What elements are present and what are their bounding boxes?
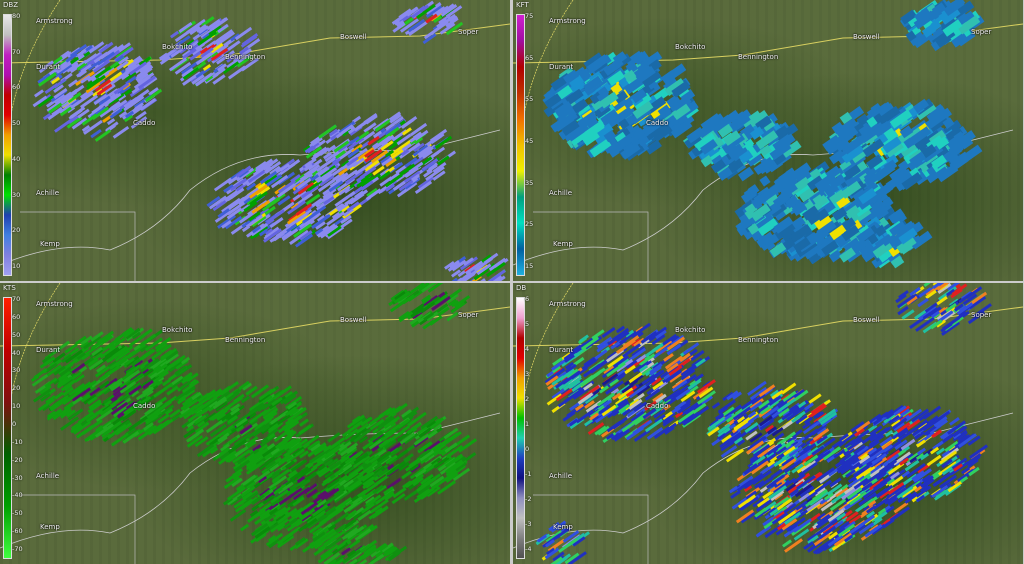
panel-differential-reflectivity[interactable]: Armstrong Durant Bokchito Bennington Caddo Bo…: [513, 283, 1023, 564]
legend-tick: 10: [12, 262, 21, 270]
legend-unit: KFT: [516, 1, 529, 9]
legend-tick: 50: [12, 330, 21, 339]
panel-echo-tops[interactable]: Armstrong Durant Bokchito Bennington Caddo Bo…: [513, 0, 1023, 281]
legend-tick: 60: [12, 312, 21, 321]
town-label: Durant: [36, 346, 61, 354]
legend-tick: 60: [12, 83, 21, 92]
legend-tick: 65: [525, 53, 534, 62]
legend-tick: 45: [525, 137, 534, 145]
panel-reflectivity[interactable]: Armstrong Durant Bokchito Bennington Caddo Bo…: [0, 0, 510, 281]
town-label: Boswell: [853, 33, 880, 41]
town-label: Boswell: [340, 316, 367, 324]
legend-tick: 40: [12, 154, 21, 163]
legend-tick: -20: [12, 455, 23, 464]
town-label: Achille: [36, 189, 60, 197]
color-scale-bar: [3, 297, 12, 559]
town-label: Armstrong: [549, 300, 586, 308]
legend-tick: 40: [12, 348, 21, 357]
town-label: Bokchito: [162, 43, 193, 51]
legend-tick: 0: [12, 420, 17, 428]
town-label: Achille: [549, 472, 573, 480]
legend-tick: 75: [525, 12, 534, 20]
highway-line: [9, 0, 61, 121]
color-scale-bar: [516, 14, 525, 276]
highway-line: [9, 283, 61, 404]
town-label: Bokchito: [675, 43, 706, 51]
legend-tick: -4: [525, 545, 532, 553]
legend-unit: DB: [516, 284, 527, 292]
highway-line: [522, 0, 574, 121]
legend-tick: 20: [12, 226, 21, 235]
town-label: Soper: [971, 28, 992, 36]
legend-tick: -50: [12, 509, 23, 518]
town-label: Boswell: [853, 316, 880, 324]
town-label: Caddo: [646, 119, 669, 127]
legend-tick: 0: [525, 445, 530, 453]
highway-line: [522, 283, 574, 404]
legend-tick: 10: [12, 402, 21, 411]
legend-tick: 1: [525, 420, 530, 428]
legend-tick: 80: [12, 12, 21, 20]
legend-tick: 70: [12, 47, 21, 56]
legend-tick: -10: [12, 437, 23, 446]
town-label: Armstrong: [36, 17, 73, 25]
town-label: Durant: [549, 346, 574, 354]
legend-tick: 55: [525, 95, 534, 104]
color-scale-bar: [516, 297, 525, 559]
legend-unit: DBZ: [3, 1, 18, 9]
town-label: Kemp: [553, 523, 573, 531]
legend-tick: 25: [525, 220, 534, 229]
town-label: Kemp: [553, 240, 573, 248]
town-label: Bennington: [738, 336, 779, 344]
county-line: [533, 494, 649, 564]
legend-tick: 35: [525, 178, 534, 187]
legend-tick: 30: [12, 190, 21, 199]
legend-tick: 6: [525, 295, 530, 303]
legend-tick: 4: [525, 345, 530, 353]
color-scale-bar: [3, 14, 12, 276]
legend-tick: -70: [12, 545, 23, 553]
legend-tick: -3: [525, 520, 532, 528]
town-label: Boswell: [340, 33, 367, 41]
legend-tick: 5: [525, 320, 530, 328]
county-line: [533, 211, 649, 281]
legend-unit: KTS: [3, 284, 16, 292]
legend-tick: -60: [12, 527, 23, 536]
legend-tick: 3: [525, 370, 530, 378]
panel-velocity[interactable]: Armstrong Durant Bokchito Bennington Caddo Bo…: [0, 283, 510, 564]
town-label: Armstrong: [549, 17, 586, 25]
county-line: [20, 211, 136, 281]
town-label: Bennington: [225, 336, 266, 344]
legend-tick: 20: [12, 384, 21, 393]
town-label: Achille: [36, 472, 60, 480]
town-label: Bokchito: [675, 326, 706, 334]
town-label: Bennington: [225, 53, 266, 61]
town-label: Soper: [458, 28, 479, 36]
town-label: Achille: [549, 189, 573, 197]
legend-tick: -1: [525, 470, 532, 478]
town-label: Bokchito: [162, 326, 193, 334]
town-label: Kemp: [40, 523, 60, 531]
town-label: Soper: [971, 311, 992, 319]
town-label: Caddo: [646, 402, 669, 410]
legend-tick: 15: [525, 262, 534, 270]
legend-tick: 2: [525, 395, 530, 403]
legend-tick: -2: [525, 495, 532, 503]
town-label: Bennington: [738, 53, 779, 61]
town-label: Caddo: [133, 119, 156, 127]
town-label: Kemp: [40, 240, 60, 248]
town-label: Durant: [549, 63, 574, 71]
town-label: Caddo: [133, 402, 156, 410]
legend-tick: 30: [12, 366, 21, 375]
legend-tick: 70: [12, 295, 21, 303]
town-label: Armstrong: [36, 300, 73, 308]
legend-tick: 50: [12, 119, 21, 128]
legend-tick: -40: [12, 491, 23, 500]
town-label: Durant: [36, 63, 61, 71]
legend-tick: -30: [12, 473, 23, 482]
town-label: Soper: [458, 311, 479, 319]
county-line: [20, 494, 136, 564]
